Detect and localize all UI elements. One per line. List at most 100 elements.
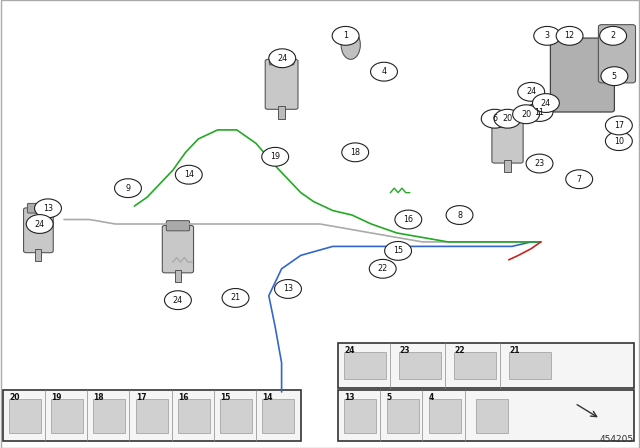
Text: 19: 19	[270, 152, 280, 161]
Text: 1: 1	[343, 31, 348, 40]
Ellipse shape	[341, 30, 360, 60]
Text: 7: 7	[577, 175, 582, 184]
Circle shape	[526, 103, 553, 121]
Text: 12: 12	[564, 31, 575, 40]
Circle shape	[534, 26, 561, 45]
Text: 17: 17	[136, 393, 147, 402]
Text: 20: 20	[521, 110, 531, 119]
Circle shape	[26, 215, 53, 233]
Text: 9: 9	[125, 184, 131, 193]
FancyBboxPatch shape	[387, 399, 419, 433]
Circle shape	[222, 289, 249, 307]
Text: 24: 24	[277, 54, 287, 63]
Text: 4: 4	[429, 393, 434, 402]
Text: 24: 24	[344, 346, 355, 355]
FancyBboxPatch shape	[399, 352, 441, 379]
Circle shape	[115, 179, 141, 198]
FancyBboxPatch shape	[492, 116, 523, 163]
Circle shape	[481, 109, 508, 128]
FancyBboxPatch shape	[509, 352, 551, 379]
Text: 8: 8	[457, 211, 462, 220]
Circle shape	[369, 259, 396, 278]
Circle shape	[275, 280, 301, 298]
FancyBboxPatch shape	[166, 221, 189, 231]
FancyBboxPatch shape	[24, 208, 53, 253]
Text: 20: 20	[502, 114, 513, 123]
FancyBboxPatch shape	[598, 25, 636, 83]
Circle shape	[601, 67, 628, 86]
FancyBboxPatch shape	[265, 59, 298, 109]
FancyBboxPatch shape	[3, 390, 301, 441]
Text: 19: 19	[51, 393, 61, 402]
Text: 454205: 454205	[600, 435, 634, 444]
Circle shape	[518, 82, 545, 101]
Text: 10: 10	[614, 137, 624, 146]
FancyBboxPatch shape	[175, 270, 181, 282]
Text: 3: 3	[545, 31, 550, 40]
Circle shape	[332, 26, 359, 45]
Text: 16: 16	[403, 215, 413, 224]
Circle shape	[513, 105, 540, 124]
FancyBboxPatch shape	[429, 399, 461, 433]
Text: 6: 6	[492, 114, 497, 123]
Circle shape	[532, 94, 559, 112]
Text: 13: 13	[344, 393, 355, 402]
Text: 5: 5	[612, 72, 617, 81]
Text: 24: 24	[541, 99, 551, 108]
Text: 13: 13	[283, 284, 293, 293]
Text: 14: 14	[184, 170, 194, 179]
FancyBboxPatch shape	[28, 203, 49, 213]
Circle shape	[175, 165, 202, 184]
Circle shape	[371, 62, 397, 81]
Text: 23: 23	[399, 346, 410, 355]
FancyBboxPatch shape	[93, 399, 125, 433]
Text: 20: 20	[9, 393, 19, 402]
FancyBboxPatch shape	[136, 399, 168, 433]
FancyBboxPatch shape	[496, 111, 519, 121]
Text: 24: 24	[35, 220, 45, 228]
FancyBboxPatch shape	[9, 399, 41, 433]
FancyBboxPatch shape	[550, 38, 614, 112]
Text: 11: 11	[534, 108, 545, 116]
Circle shape	[494, 109, 521, 128]
FancyBboxPatch shape	[178, 399, 210, 433]
Text: 24: 24	[173, 296, 183, 305]
Text: 22: 22	[378, 264, 388, 273]
FancyBboxPatch shape	[51, 399, 83, 433]
FancyBboxPatch shape	[344, 399, 376, 433]
Text: 15: 15	[393, 246, 403, 255]
Text: 16: 16	[178, 393, 188, 402]
Text: 18: 18	[93, 393, 104, 402]
Text: 21: 21	[509, 346, 520, 355]
FancyBboxPatch shape	[454, 352, 496, 379]
FancyBboxPatch shape	[338, 343, 634, 388]
Circle shape	[342, 143, 369, 162]
Circle shape	[262, 147, 289, 166]
FancyBboxPatch shape	[269, 54, 294, 65]
FancyBboxPatch shape	[262, 399, 294, 433]
FancyBboxPatch shape	[344, 352, 386, 379]
Circle shape	[164, 291, 191, 310]
Text: 24: 24	[526, 87, 536, 96]
FancyBboxPatch shape	[163, 225, 193, 273]
Text: 22: 22	[454, 346, 465, 355]
FancyBboxPatch shape	[278, 106, 285, 119]
Text: 17: 17	[614, 121, 624, 130]
Circle shape	[35, 199, 61, 218]
FancyBboxPatch shape	[504, 160, 511, 172]
Circle shape	[269, 49, 296, 68]
Text: 13: 13	[43, 204, 53, 213]
Circle shape	[395, 210, 422, 229]
Text: 23: 23	[534, 159, 545, 168]
FancyBboxPatch shape	[476, 399, 508, 433]
Text: 2: 2	[611, 31, 616, 40]
Text: 15: 15	[220, 393, 230, 402]
Circle shape	[605, 132, 632, 151]
Circle shape	[556, 26, 583, 45]
FancyBboxPatch shape	[220, 399, 252, 433]
Circle shape	[385, 241, 412, 260]
Text: 4: 4	[381, 67, 387, 76]
Circle shape	[605, 116, 632, 135]
Text: 5: 5	[387, 393, 392, 402]
Text: 14: 14	[262, 393, 273, 402]
